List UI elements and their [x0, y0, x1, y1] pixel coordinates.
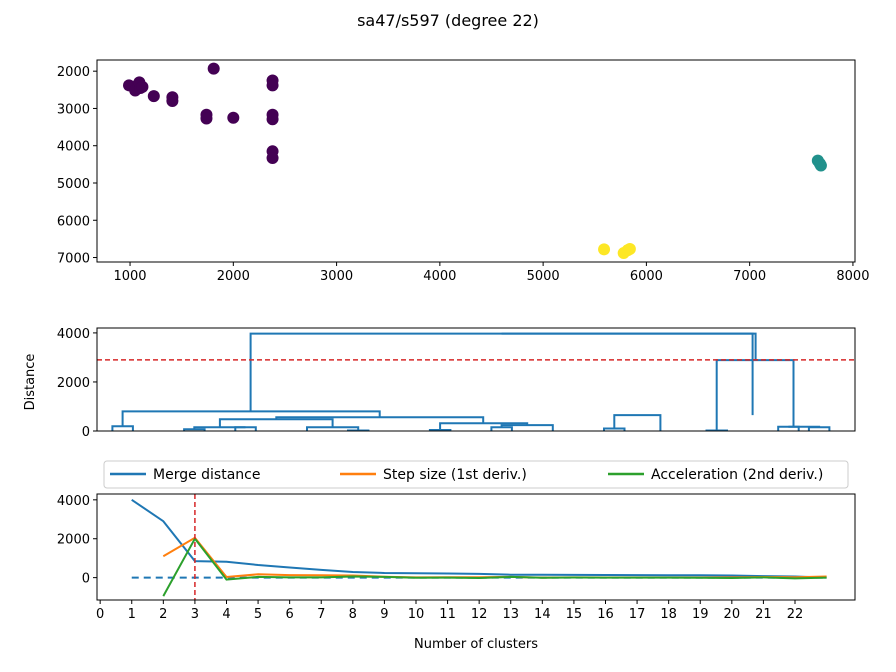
dendrogram-link: [234, 426, 257, 431]
scatter-point: [266, 152, 279, 165]
scatter-point: [814, 159, 827, 172]
dendrogram-ylabel: Distance: [23, 354, 38, 411]
x-tick-label: 22: [787, 607, 804, 622]
y-tick-label: 3000: [57, 102, 90, 117]
dendrogram-link: [613, 414, 662, 431]
x-tick-label: 11: [439, 607, 456, 622]
x-tick-label: 4: [222, 607, 230, 622]
x-tick-label: 16: [597, 607, 614, 622]
y-tick-label: 4000: [57, 327, 90, 342]
x-tick-label: 20: [724, 607, 741, 622]
figure-title: sa47/s597 (degree 22): [357, 11, 539, 30]
scatter-point: [147, 90, 160, 103]
y-tick-label: 2000: [57, 533, 90, 548]
x-tick-label: 12: [471, 607, 488, 622]
dendrogram-link: [807, 426, 831, 431]
scatter-point: [227, 111, 240, 124]
scatter-point: [136, 80, 149, 93]
x-tick-label: 9: [380, 607, 388, 622]
dendrogram-link: [501, 332, 757, 361]
x-tick-label: 8: [349, 607, 357, 622]
x-tick-label: 3: [191, 607, 199, 622]
series-line: [162, 536, 827, 579]
scatter-point: [207, 62, 220, 75]
scatter-plot: 1000 2000 3000 4000 5000 6000 7000 8000 2000 3000…: [57, 59, 869, 284]
axes-frame: [96, 59, 856, 263]
dendrogram-link: [788, 425, 821, 428]
scatter-point: [200, 112, 213, 125]
dendrogram-plot: Distance 0 2000 4000: [23, 327, 856, 440]
dendrogram-link: [490, 426, 513, 431]
legend-box: [103, 460, 849, 489]
scatter-point: [266, 113, 279, 126]
scatter-point: [623, 242, 636, 255]
x-tick-label: 0: [96, 607, 104, 622]
dendrogram-link: [111, 425, 134, 431]
series-line: [162, 536, 827, 597]
scatter-point: [266, 79, 279, 92]
series-line: [131, 498, 827, 579]
x-tick-label: 4000: [423, 269, 456, 284]
axes-frame: [96, 493, 856, 601]
elbow-plot: Number of clusters 0 1 2 3 4 5 6 7 8 9 10 11 12 13 14 1…: [57, 493, 856, 652]
scatter-point: [166, 94, 179, 107]
x-tick-label: 14: [534, 607, 551, 622]
y-tick-label: 4000: [57, 494, 90, 509]
x-tick-label: 15: [566, 607, 583, 622]
x-tick-label: 8000: [836, 269, 869, 284]
dendrogram-link: [715, 359, 795, 431]
x-tick-label: 5: [254, 607, 262, 622]
x-tick-label: 21: [755, 607, 772, 622]
y-tick-label: 2000: [57, 65, 90, 80]
scatter-point: [598, 243, 611, 256]
x-tick-label: 1: [128, 607, 136, 622]
elbow-xlabel: Number of clusters: [414, 637, 538, 652]
dendrogram-link: [218, 418, 334, 428]
legend-label: Step size (1st deriv.): [383, 467, 527, 483]
legend-label: Merge distance: [153, 467, 260, 483]
x-tick-label: 19: [692, 607, 709, 622]
x-tick-label: 7000: [733, 269, 766, 284]
x-tick-label: 1000: [113, 269, 146, 284]
x-tick-label: 10: [408, 607, 425, 622]
x-tick-label: 18: [660, 607, 677, 622]
y-tick-label: 4000: [57, 140, 90, 155]
x-tick-label: 6000: [630, 269, 663, 284]
dendrogram-link: [249, 332, 754, 416]
y-tick-label: 0: [82, 572, 90, 587]
y-tick-label: 6000: [57, 214, 90, 229]
legend: Merge distance Step size (1st deriv.) Acce…: [103, 460, 849, 489]
x-tick-label: 2000: [217, 269, 250, 284]
axes-frame: [96, 327, 856, 432]
x-tick-label: 6: [286, 607, 294, 622]
y-tick-label: 7000: [57, 252, 90, 267]
y-tick-label: 0: [82, 425, 90, 440]
x-tick-label: 7: [317, 607, 325, 622]
x-tick-label: 13: [502, 607, 519, 622]
y-tick-label: 2000: [57, 376, 90, 391]
x-tick-label: 2: [159, 607, 167, 622]
legend-label: Acceleration (2nd deriv.): [651, 467, 823, 483]
x-tick-label: 3000: [320, 269, 353, 284]
y-tick-label: 5000: [57, 177, 90, 192]
x-tick-label: 5000: [527, 269, 560, 284]
dendrogram-link: [193, 426, 246, 430]
x-tick-label: 17: [629, 607, 646, 622]
